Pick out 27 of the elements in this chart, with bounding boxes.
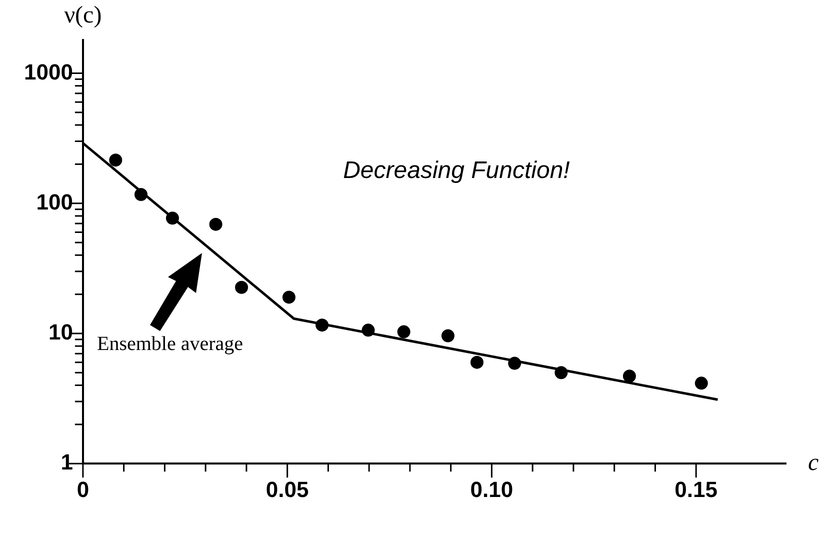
point: [282, 290, 296, 304]
x-tick-label: 0.15: [674, 476, 718, 502]
point: [362, 324, 375, 337]
point: [109, 154, 122, 167]
point: [441, 329, 454, 342]
point: [166, 212, 179, 225]
y-tick-label: 1: [60, 450, 73, 475]
point: [622, 370, 636, 383]
y-tick-label: 1000: [24, 59, 73, 84]
x-tick-label: 0.05: [266, 476, 309, 502]
point: [209, 218, 222, 231]
point: [316, 318, 329, 332]
point: [694, 376, 708, 390]
x-axis-title: c: [808, 450, 819, 476]
point: [235, 280, 248, 294]
annotation: Ensemble average: [97, 333, 244, 356]
y-axis-title: ν(c): [64, 2, 102, 28]
x-tick-label: 0: [76, 476, 90, 502]
point: [508, 356, 522, 370]
point: [397, 325, 410, 338]
y-tick-label: 10: [48, 320, 73, 345]
point: [554, 366, 568, 380]
point: [134, 188, 148, 201]
annotation: Decreasing Function!: [343, 156, 570, 184]
point: [470, 356, 484, 369]
y-tick-label: 100: [36, 189, 73, 214]
x-tick-label: 0.10: [470, 476, 514, 502]
